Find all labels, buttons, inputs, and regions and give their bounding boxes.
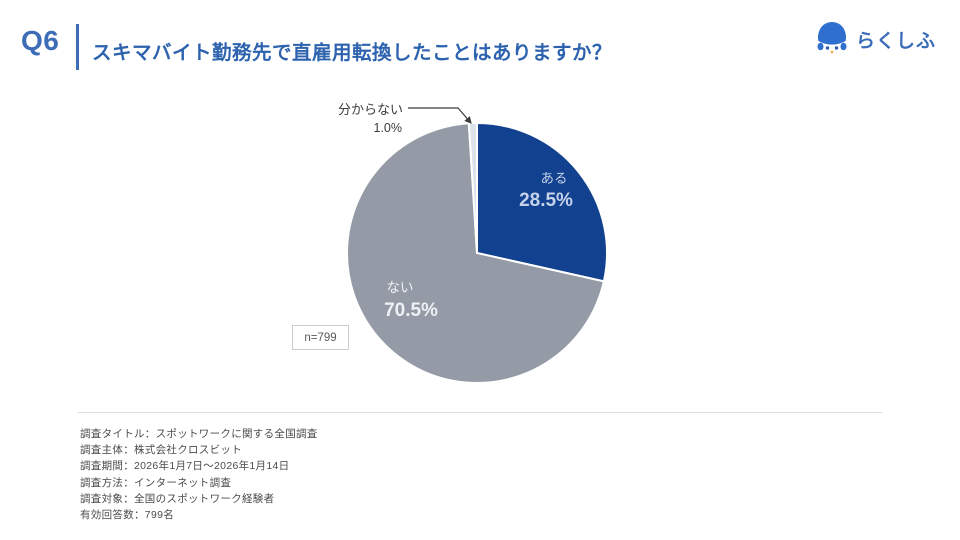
survey-note-method: 調査方法：インターネット調査: [80, 476, 232, 489]
survey-note-title: 調査タイトル：スポットワークに関する全国調査: [80, 428, 318, 440]
slice-value-nai: 70.5%: [384, 300, 438, 321]
survey-notes: 調査タイトル：スポットワークに関する全国調査 調査主体：株式会社クロスビット 調…: [80, 426, 318, 523]
brand-logo-text: らくしふ: [855, 30, 936, 52]
slice-label-dontknow: 分からない: [338, 102, 403, 117]
pie-chart: 分からない 1.0% ある 28.5% ない 70.5%: [338, 102, 608, 384]
sample-size-box: n=799: [292, 325, 349, 350]
survey-note-period: 調査期間：2026年1月7日～2026年1月14日: [80, 460, 290, 473]
slice-value-aru: 28.5%: [519, 190, 573, 211]
slice-value-dontknow: 1.0%: [374, 121, 403, 135]
sample-size-label: n=799: [304, 331, 337, 344]
pie-slice-1: [346, 122, 605, 384]
pie-slice-0: [476, 122, 608, 283]
question-number: Q6: [21, 25, 60, 56]
survey-note-target: 調査対象：全国のスポットワーク経験者: [80, 492, 275, 505]
survey-note-responses: 有効回答数：799名: [80, 509, 175, 522]
brand-logo: らくしふ: [815, 20, 936, 58]
leader-line-dontknow: [408, 107, 472, 124]
penguin-mascot-icon: [817, 22, 847, 54]
slice-label-nai: ない: [387, 280, 414, 295]
pie-slices: [346, 122, 608, 384]
page-title: スキマバイト勤務先で直雇用転換したことはありますか？: [92, 42, 613, 64]
survey-note-body: 調査主体：株式会社クロスビット: [80, 444, 242, 457]
slice-label-aru: ある: [541, 171, 568, 186]
header-divider: [76, 24, 79, 70]
footer-divider: [78, 412, 882, 413]
